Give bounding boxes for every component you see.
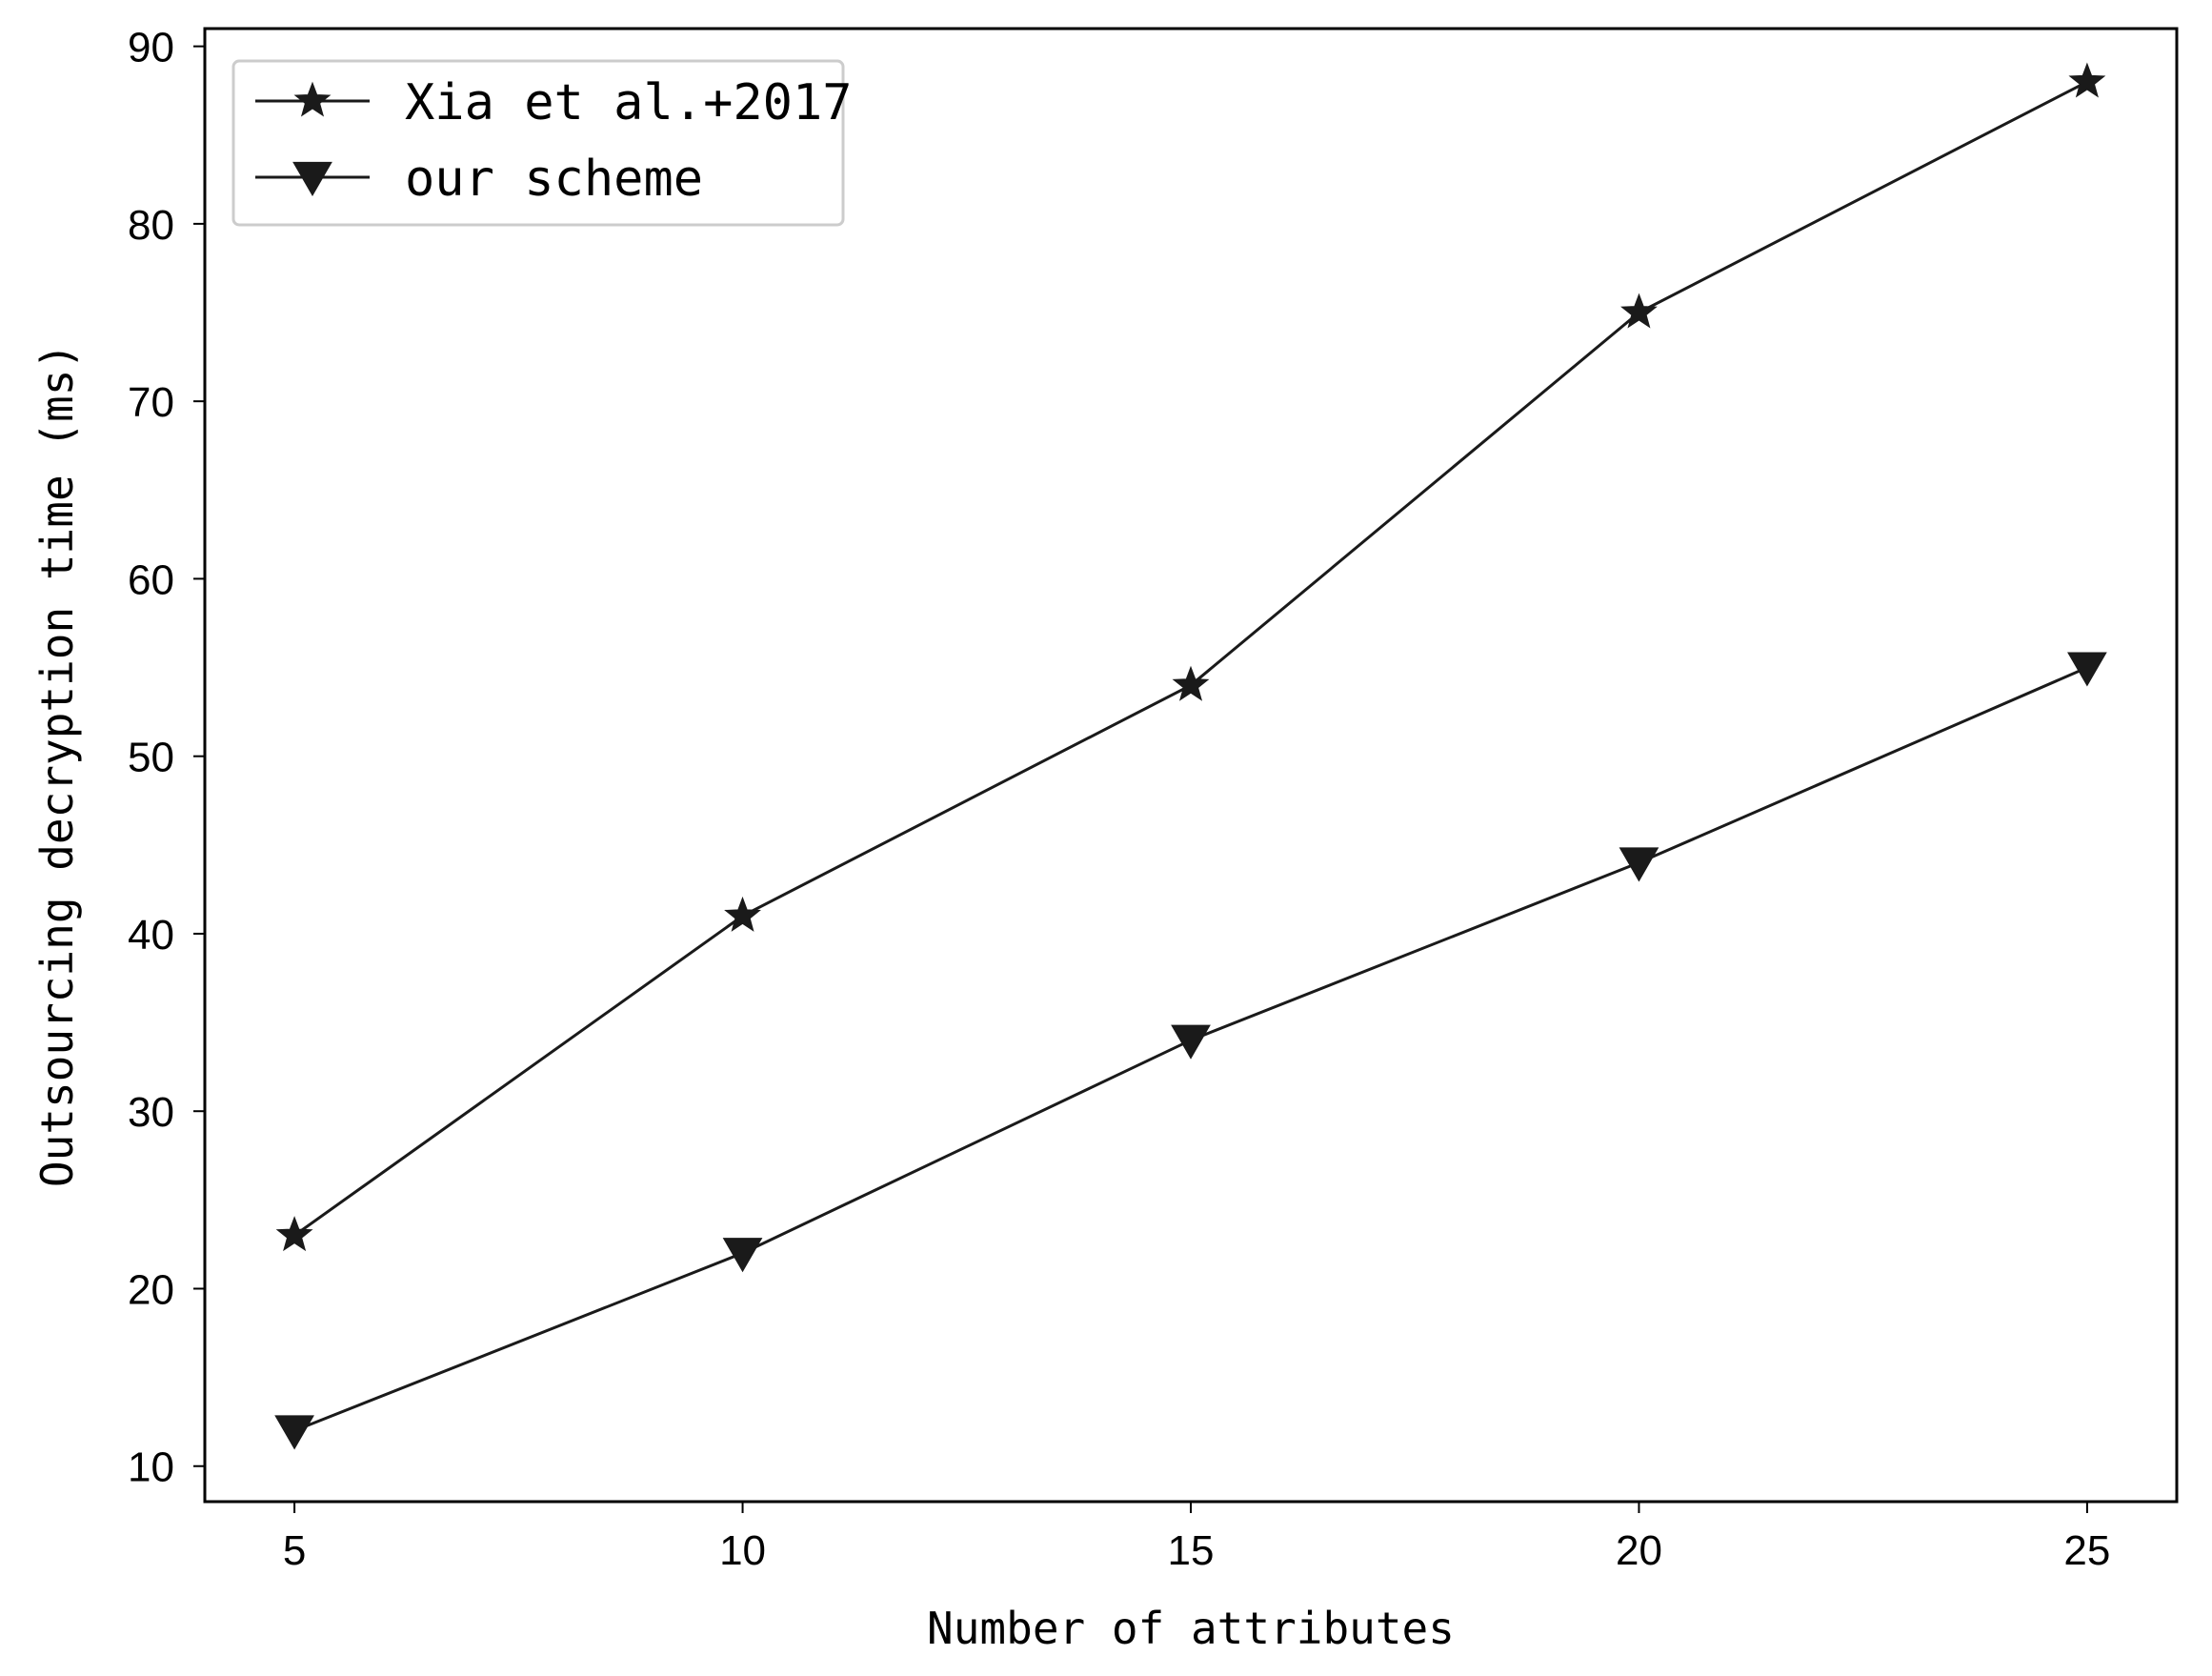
data-point-our-scheme <box>274 1415 314 1450</box>
x-tick-label: 5 <box>283 1527 306 1574</box>
data-point-our-scheme <box>722 1238 763 1273</box>
y-tick-label: 10 <box>128 1444 174 1491</box>
data-point-our-scheme <box>1171 1024 1211 1060</box>
x-axis-title: Number of attributes <box>927 1603 1455 1654</box>
x-tick-label: 25 <box>2063 1527 2110 1574</box>
legend: Xia et al.+2017 our scheme <box>231 59 853 227</box>
data-point-xia <box>1172 665 1210 701</box>
legend-label-our-scheme: our scheme <box>405 151 703 208</box>
y-tick-label: 90 <box>128 25 174 71</box>
y-tick-label: 50 <box>128 735 174 781</box>
y-tick-label: 30 <box>128 1089 174 1136</box>
data-point-xia <box>275 1216 313 1252</box>
y-tick-label: 70 <box>128 379 174 426</box>
y-tick-label: 20 <box>128 1266 174 1313</box>
y-tick-label: 60 <box>128 556 174 603</box>
legend-box <box>231 59 845 227</box>
x-axis-ticks: 5 10 15 20 25 <box>283 1502 2110 1574</box>
y-tick-label: 40 <box>128 912 174 959</box>
plot-frame <box>203 27 2179 1504</box>
data-point-our-scheme <box>2067 652 2107 687</box>
legend-marker-symbol <box>293 81 332 117</box>
y-axis-title: Outsourcing decryption time (ms) <box>31 343 83 1187</box>
legend-label-xia: Xia et al.+2017 <box>405 74 853 131</box>
series-line-xia <box>293 80 2088 1237</box>
y-axis-ticks: 10 20 30 40 50 60 70 80 90 <box>128 25 205 1491</box>
y-tick-label: 80 <box>128 202 174 249</box>
series-layer <box>274 62 2107 1450</box>
legend-marker-our-scheme <box>292 161 332 196</box>
x-tick-label: 10 <box>719 1527 766 1574</box>
data-point-xia <box>2068 62 2106 98</box>
data-point-xia <box>724 896 761 932</box>
legend-marker-symbol <box>292 161 332 196</box>
legend-marker-xia <box>293 81 332 117</box>
x-tick-label: 15 <box>1168 1527 1215 1574</box>
data-point-xia <box>1620 293 1658 329</box>
data-point-our-scheme <box>1619 847 1659 882</box>
x-tick-label: 20 <box>1616 1527 1662 1574</box>
